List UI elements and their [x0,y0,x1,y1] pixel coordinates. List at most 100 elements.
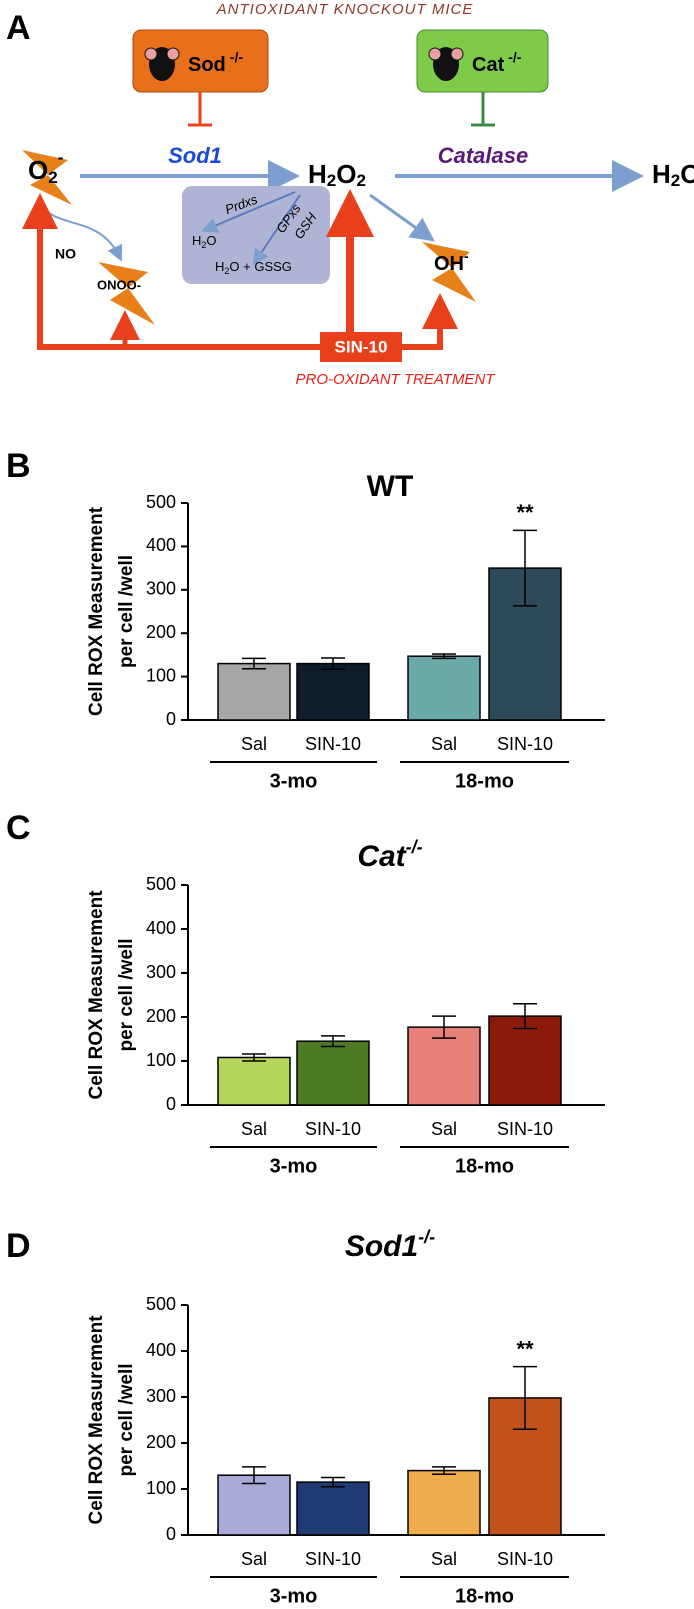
y-tick-label: 200 [146,1006,176,1026]
bar [407,655,481,721]
y-axis-label: Cell ROX Measurement [86,890,107,1100]
text: 2 [48,168,57,187]
arrow [201,191,296,233]
y-tick-label: 100 [146,665,176,685]
error-bar [242,1466,266,1485]
error-bar [242,657,266,670]
y-tick-label: 0 [166,1524,176,1544]
chart-title: Sod1-/- [345,1227,435,1263]
text: H [192,233,201,248]
title-text: WT [367,470,414,503]
text: 2 [356,171,365,190]
bolt [422,242,476,302]
error-bar [513,529,537,607]
text: Cat [472,54,505,76]
footer: PRO-OXIDANT TREATMENT [296,371,497,388]
mouse-icon [428,47,464,81]
bar [407,1026,481,1106]
y-tick-label: 500 [146,1294,176,1314]
header: ANTIOXIDANT KNOCKOUT MICE [216,1,474,18]
peroxide: H2O2 [308,159,366,191]
bar [296,1481,370,1536]
x-tick-label: Sal [431,1549,457,1569]
text: O [206,233,216,248]
enzyme: Sod1 [168,143,222,168]
y-tick-label: 200 [146,1432,176,1452]
inhibit [471,92,495,127]
bar [217,1056,291,1106]
y-tick-label: 0 [166,1094,176,1114]
y-axis-label: per cell /well [116,939,137,1052]
x-tick-label: SIN-10 [497,734,553,754]
bar [296,662,370,721]
superoxide: O2- [28,148,63,187]
error-bar [321,657,345,670]
y-tick-label: 300 [146,579,176,599]
text: O [680,159,694,189]
text: H [308,159,327,189]
bolt [98,262,155,325]
x-tick-label: SIN-10 [305,1119,361,1139]
panel-label: A [6,9,31,47]
hydroxyl: OH- [434,248,469,276]
y-tick-label: 300 [146,962,176,982]
x-tick-label: Sal [241,734,267,754]
error-bar [513,1003,537,1030]
text: - [464,248,469,264]
text: -/- [508,49,522,65]
error-bar [432,1466,456,1476]
x-tick-label: SIN-10 [497,1549,553,1569]
text: Sod [188,54,226,76]
label: ONOO- [97,277,141,292]
bolt [22,150,72,205]
arrow [369,193,435,242]
arrow [22,193,320,350]
y-axis-label: per cell /well [116,555,137,668]
sod-knockout: Sod -/- [188,49,243,77]
y-tick-label: 400 [146,535,176,555]
x-tick-label: SIN-10 [497,1119,553,1139]
text: 2 [327,171,336,190]
title-superscript: -/- [418,1227,435,1247]
y-tick-label: 100 [146,1050,176,1070]
x-tick-label: Sal [431,734,457,754]
diagram: A ANTIOXIDANT KNOCKOUT MICE Sod -/- Cat -/… [6,1,694,388]
y-tick-label: 500 [146,874,176,894]
significance: ** [516,500,534,525]
error-bar [432,1015,456,1039]
arrow [39,204,123,262]
title-superscript: -/- [406,837,423,857]
label: H2O + GSSG [215,259,292,276]
bar [296,1040,370,1106]
scavenger-box [182,186,330,284]
bar [217,662,291,721]
y-axis-label: Cell ROX Measurement [86,506,107,716]
chart-title: WT [367,470,414,503]
group-label: 18-mo [455,1155,514,1177]
x-tick-label: SIN-10 [305,1549,361,1569]
enzyme: Catalase [438,143,529,168]
error-bar [242,1053,266,1062]
group-label: 18-mo [455,770,514,792]
text: OH [434,253,464,275]
text: O [336,159,356,189]
group-label: 3-mo [270,1155,318,1177]
water: H2O [652,159,694,191]
x-tick-label: Sal [241,1549,267,1569]
text: 2 [671,171,680,190]
cat-knockout: Cat -/- [472,49,522,77]
text: O [28,155,48,185]
label: NO [55,246,76,262]
bar [407,1469,481,1536]
treatment: SIN-10 [335,337,388,356]
group-label: 3-mo [270,1585,318,1607]
title-text: Sod1 [345,1230,418,1263]
text: -/- [230,49,244,65]
x-tick-label: Sal [241,1119,267,1139]
y-axis-label: Cell ROX Measurement [86,1315,107,1525]
y-tick-label: 300 [146,1386,176,1406]
text: O + GSSG [229,259,292,274]
x-tick-label: SIN-10 [305,734,361,754]
y-axis-label: per cell /well [116,1364,137,1477]
